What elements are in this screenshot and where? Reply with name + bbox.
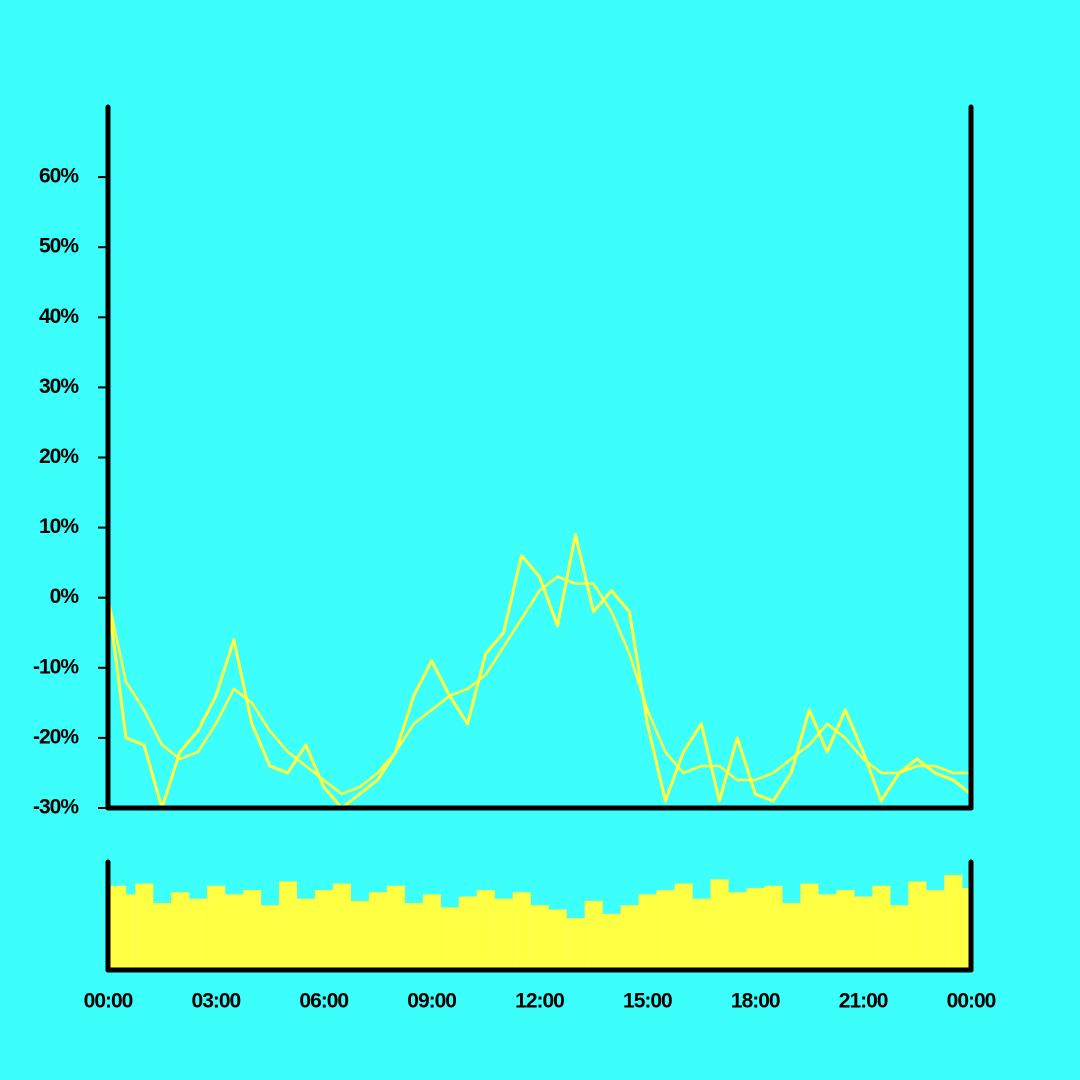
volume-bar: [890, 905, 909, 970]
y-tick-label: 20%: [39, 445, 79, 468]
x-tick-label: 18:00: [731, 990, 780, 1013]
x-tick-label: 21:00: [839, 990, 888, 1013]
volume-bar: [368, 892, 387, 970]
volume-bar: [153, 903, 172, 970]
volume-bar: [386, 885, 405, 970]
x-tick-label: 15:00: [623, 990, 672, 1013]
volume-bar: [638, 894, 657, 970]
y-tick-label: 50%: [39, 235, 79, 258]
volume-bar: [548, 909, 567, 970]
volume-bar: [764, 885, 783, 970]
volume-bar: [512, 892, 531, 970]
volume-bar: [350, 900, 370, 970]
volume-bar: [207, 885, 226, 970]
x-tick-label: 03:00: [192, 990, 241, 1013]
price-line: [106, 533, 972, 810]
volume-bar: [261, 905, 280, 970]
volume-bar: [566, 918, 585, 970]
y-tick-label: 30%: [39, 375, 79, 398]
x-tick-label: 12:00: [515, 990, 564, 1013]
volume-bar: [908, 881, 927, 970]
x-tick-label: 09:00: [407, 990, 456, 1013]
volume-bar: [800, 883, 819, 970]
x-tick-label: 00:00: [947, 990, 996, 1013]
volume-bar: [117, 894, 136, 970]
volume-bar: [692, 898, 711, 970]
volume-bar: [926, 890, 945, 970]
volume-bar: [278, 881, 298, 970]
volume-bar: [656, 890, 675, 970]
volume-bar: [584, 900, 603, 970]
y-tick-label: -10%: [33, 655, 79, 678]
volume-bar: [296, 898, 316, 970]
volume-bar: [476, 890, 495, 970]
volume-bar: [953, 887, 972, 970]
volume-bar: [404, 903, 423, 970]
volume-bar: [818, 894, 837, 970]
y-tick-label: 60%: [39, 165, 79, 188]
volume-bar: [135, 883, 154, 970]
volume-bar: [836, 890, 855, 970]
volume-bar: [225, 894, 244, 970]
volume-bar: [854, 896, 873, 970]
volume-bar: [440, 907, 459, 970]
x-tick-label: 00:00: [84, 990, 133, 1013]
y-tick-label: 40%: [39, 305, 79, 328]
volume-bar: [189, 898, 208, 970]
x-tick-label: 06:00: [299, 990, 348, 1013]
price-line: [106, 575, 971, 796]
volume-bar: [872, 885, 891, 970]
y-tick-label: -30%: [33, 796, 79, 819]
volume-bar: [458, 896, 477, 970]
volume-bar: [602, 913, 621, 970]
volume-bar: [243, 890, 262, 970]
volume-bar: [620, 905, 639, 970]
volume-bar: [782, 903, 801, 970]
volume-bar: [494, 898, 513, 970]
y-tick-label: 0%: [50, 585, 80, 608]
volume-bar: [171, 892, 190, 970]
volume-bar: [746, 887, 765, 970]
volume-bar: [314, 890, 334, 970]
volume-bar: [530, 905, 549, 970]
volume-bar: [422, 894, 441, 970]
volume-bar: [710, 879, 729, 970]
volume-bar: [728, 892, 747, 970]
volume-bar: [332, 883, 352, 970]
volume-bar: [674, 883, 693, 970]
y-tick-label: -20%: [33, 725, 79, 748]
y-tick-label: 10%: [39, 515, 79, 538]
